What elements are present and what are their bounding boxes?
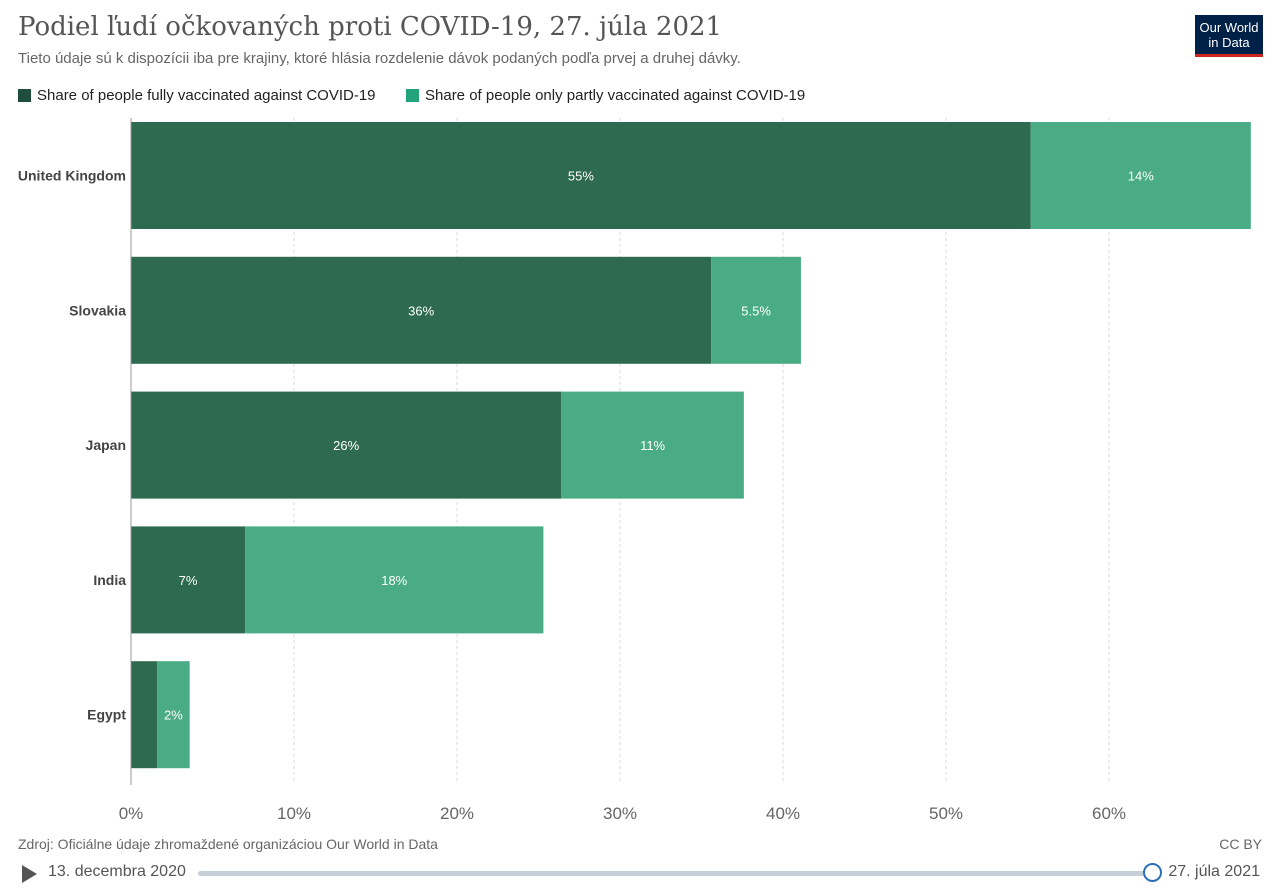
bar-fully	[131, 391, 562, 499]
x-tick-label: 10%	[277, 804, 311, 823]
data-label: 5.5%	[741, 303, 771, 318]
logo-line-2: in Data	[1208, 35, 1250, 50]
x-tick-label: 40%	[766, 804, 800, 823]
bar-partly	[711, 256, 801, 364]
license-link[interactable]: CC BY	[1219, 836, 1262, 852]
chart-subtitle: Tieto údaje sú k dispozícii iba pre kraj…	[18, 50, 741, 67]
chart-title: Podiel ľudí očkovaných proti COVID-19, 2…	[18, 12, 723, 42]
bar-partly	[245, 526, 544, 634]
data-label: 7%	[179, 573, 198, 588]
data-label: 2%	[164, 708, 183, 723]
x-tick-label: 60%	[1092, 804, 1126, 823]
timeline-end-date: 27. júla 2021	[1168, 863, 1260, 880]
category-label: Japan	[86, 437, 126, 453]
category-label: United Kingdom	[18, 168, 126, 184]
data-label: 14%	[1128, 169, 1154, 184]
category-label: Egypt	[87, 707, 126, 723]
bar-partly	[561, 391, 744, 499]
x-tick-label: 30%	[603, 804, 637, 823]
x-tick-label: 0%	[119, 804, 144, 823]
bar-fully	[131, 661, 158, 769]
data-label: 11%	[640, 438, 665, 453]
bar-fully	[131, 526, 246, 634]
data-label: 26%	[333, 438, 359, 453]
bar-partly	[157, 661, 190, 769]
data-label: 18%	[381, 573, 407, 588]
data-label: 36%	[408, 303, 434, 318]
legend-swatch-partly	[406, 89, 419, 102]
bar-fully	[131, 256, 712, 364]
category-label: India	[93, 572, 126, 588]
timeline: 13. decembra 2020 27. júla 2021	[0, 856, 1280, 891]
legend-swatch-fully	[18, 89, 31, 102]
logo-line-1: Our World	[1199, 20, 1259, 35]
data-label: 55%	[568, 169, 594, 184]
bar-partly	[1030, 122, 1251, 229]
x-tick-label: 50%	[929, 804, 963, 823]
bar-fully	[131, 122, 1031, 229]
category-label: Slovakia	[69, 302, 126, 318]
owid-logo[interactable]: Our World in Data	[1195, 15, 1263, 57]
timeline-start-date: 13. decembra 2020	[48, 863, 186, 880]
play-icon[interactable]	[22, 865, 37, 883]
legend-item-partly[interactable]: Share of people only partly vaccinated a…	[406, 87, 805, 104]
legend-label-partly: Share of people only partly vaccinated a…	[425, 87, 806, 104]
timeline-track[interactable]	[198, 871, 1152, 876]
timeline-handle[interactable]	[1143, 863, 1162, 882]
legend-label-fully: Share of people fully vaccinated against…	[37, 87, 376, 104]
x-tick-label: 20%	[440, 804, 474, 823]
legend-item-fully[interactable]: Share of people fully vaccinated against…	[18, 87, 376, 104]
source-note: Zdroj: Oficiálne údaje zhromaždené organ…	[18, 836, 438, 852]
